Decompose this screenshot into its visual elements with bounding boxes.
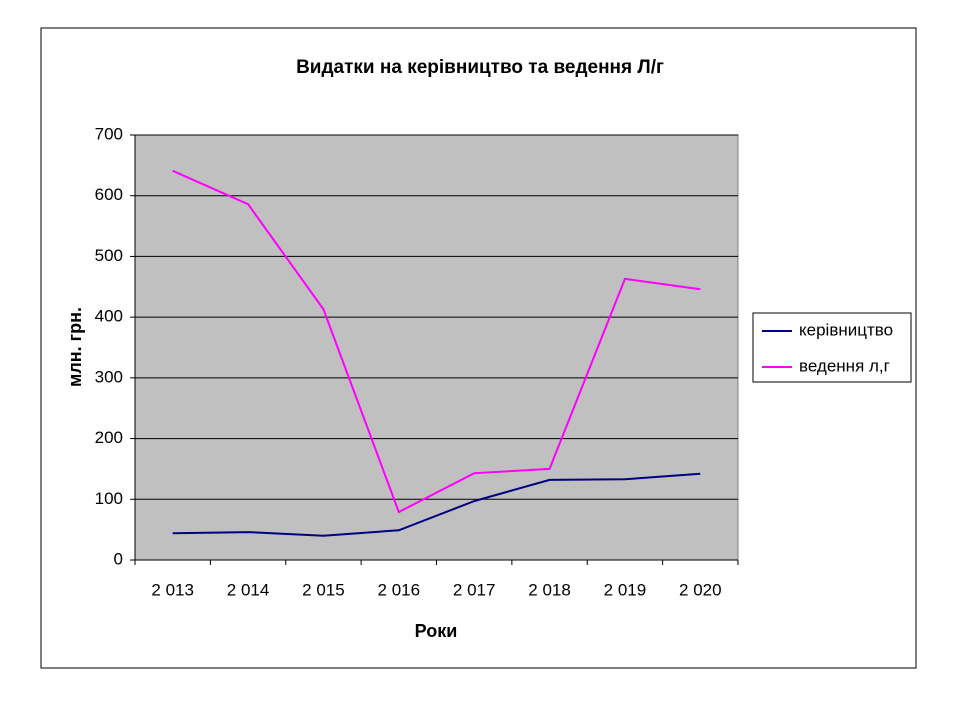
x-axis-title: Роки [415,621,458,641]
y-tick-label: 400 [95,307,123,326]
y-tick-label: 500 [95,246,123,265]
y-tick-label: 700 [95,124,123,143]
y-tick-label: 600 [95,185,123,204]
legend-label: керівництво [799,320,893,339]
y-axis-title: млн. грн. [65,307,85,387]
y-tick-label: 300 [95,367,123,386]
x-tick-label: 2 016 [378,580,421,599]
y-tick-label: 0 [114,549,123,568]
y-tick-label: 200 [95,428,123,447]
x-tick-label: 2 014 [227,580,270,599]
y-tick-label: 100 [95,489,123,508]
series-line [172,169,701,514]
x-tick-label: 2 017 [453,580,496,599]
x-tick-label: 2 020 [679,580,722,599]
x-tick-label: 2 019 [604,580,647,599]
series-line [172,472,701,537]
x-tick-label: 2 018 [528,580,571,599]
chart-title: Видатки на керівництво та ведення Л/г [296,57,664,78]
x-tick-label: 2 013 [151,580,194,599]
legend-label: ведення л,г [799,356,890,375]
x-tick-label: 2 015 [302,580,345,599]
plot-area [134,134,739,561]
legend-box [752,312,912,383]
